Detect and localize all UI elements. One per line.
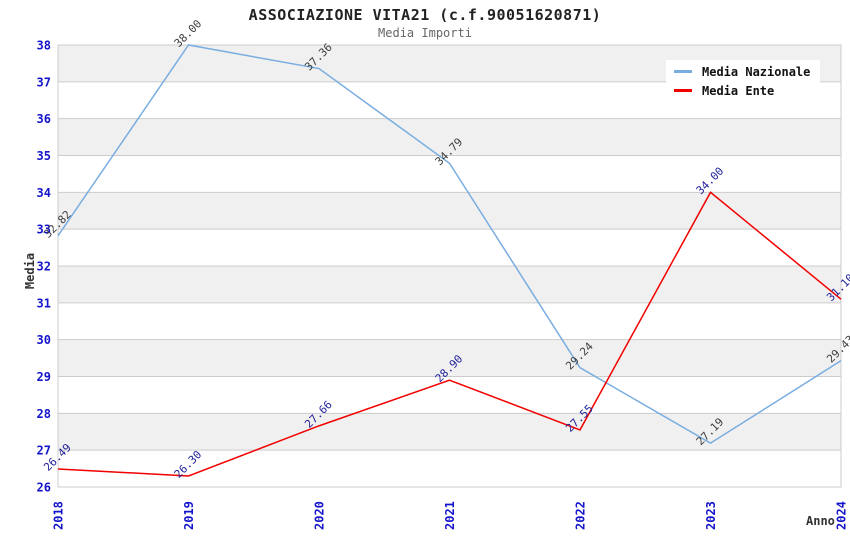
plot-band [58,229,841,266]
y-tick-label: 30 [37,333,51,347]
y-tick-label: 28 [37,407,51,421]
plot-band [58,450,841,487]
y-tick-label: 33 [37,223,51,237]
x-tick-label: 2021 [443,501,457,530]
legend-label-ente: Media Ente [702,83,775,98]
y-tick-label: 35 [37,149,51,163]
x-tick-label: 2018 [52,501,66,530]
plot-band [58,155,841,193]
y-tick-label: 36 [37,112,51,126]
legend: Media Nazionale Media Ente [666,60,821,102]
plot-band [58,376,841,414]
legend-line-swatch-ente [674,89,692,92]
y-tick-label: 27 [37,444,51,458]
y-tick-label: 31 [37,296,51,310]
y-axis-title: Media [23,252,37,290]
legend-item-media-ente: Media Ente [674,81,810,100]
series-line-media-ente [57,191,842,477]
plot-band [58,192,841,230]
y-tick-label: 32 [37,260,51,274]
legend-item-media-nazionale: Media Nazionale [674,62,810,81]
y-tick-label: 34 [37,186,51,200]
y-tick-label: 26 [37,481,51,495]
plot-border [57,44,842,488]
plot-band [58,302,841,340]
x-tick-label: 2024 [835,501,849,530]
plot-band [58,118,841,156]
chart-title: ASSOCIAZIONE VITA21 (c.f.90051620871) [248,6,602,24]
x-tick-label: 2019 [182,501,196,530]
x-tick-label: 2023 [704,501,718,530]
plot-band [58,413,841,451]
y-tick-label: 38 [37,39,51,53]
y-tick-label: 29 [37,370,51,384]
legend-label-nazionale: Media Nazionale [702,64,811,79]
plot-band [58,266,841,303]
y-tick-label: 37 [37,75,51,89]
x-tick-label: 2022 [574,501,588,530]
x-axis-title: Anno [806,514,835,528]
series-line-media-nazionale [57,44,842,445]
x-tick-label: 2020 [313,501,327,530]
legend-line-swatch-nazionale [674,70,692,73]
chart-subtitle: Media Importi [378,26,472,40]
plot-band [58,339,841,377]
